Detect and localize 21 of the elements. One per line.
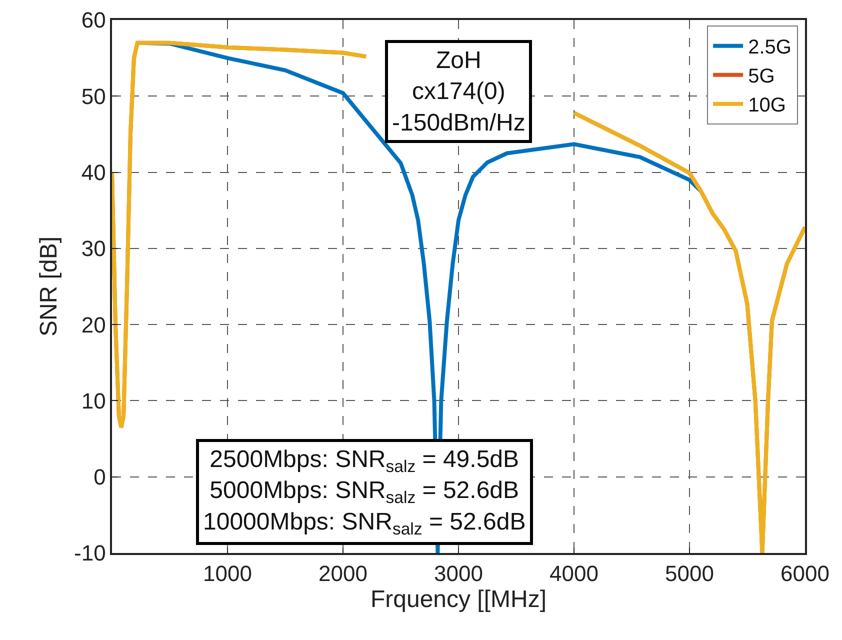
legend-label: 10G: [748, 94, 786, 117]
y-tick-label: 0: [94, 464, 106, 490]
x-tick-label: 1000: [203, 561, 252, 586]
annotation: ZoH cx174(0) -150dBm/Hz: [392, 47, 526, 136]
y-tick-label: 60: [81, 8, 106, 33]
legend-label: 2.5G: [748, 36, 792, 59]
legend-label: 5G: [748, 66, 775, 88]
y-tick-label: 50: [81, 84, 106, 109]
x-tick-label: 2000: [318, 561, 368, 586]
y-axis-title: SNR [dB]: [36, 236, 63, 337]
x-tick-label: 5000: [665, 561, 714, 586]
y-tick-label: 30: [81, 236, 106, 262]
y-tick-label: -10: [74, 540, 106, 566]
y-tick-label: 20: [81, 312, 106, 338]
x-axis-title: Frquency [[MHz]: [370, 586, 547, 614]
x-tick-label: 4000: [550, 561, 598, 586]
y-tick-label: 40: [81, 160, 106, 185]
text: 2500Mbps: SNR$_{salz}$ = 49.5dB 5000Mbps: SNR$_{salz}$ = 52.6dB 10000Mbps: SNR$_{salz}$ = 52.6dB: [203, 446, 526, 538]
x-tick-label: 6000: [780, 561, 830, 586]
x-tick-label: 3000: [434, 561, 483, 586]
y-tick-label: 10: [81, 388, 106, 414]
